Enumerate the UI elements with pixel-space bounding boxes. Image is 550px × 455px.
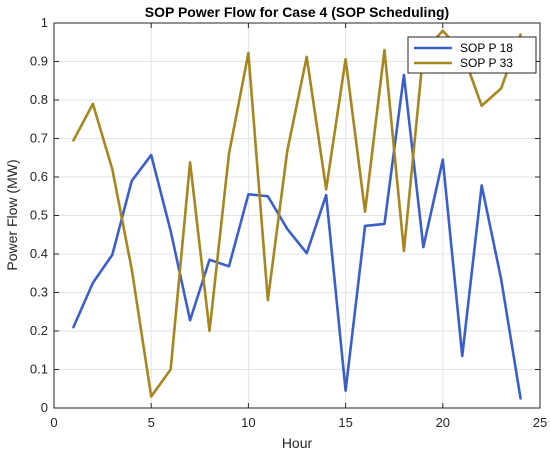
y-tick-label: 0.2 bbox=[30, 323, 48, 338]
axis-ticks: 0 5 10 15 20 25 0 0.1 0.2 0.3 0.4 0.5 0.6 0.7 0.8 0.9 1 bbox=[30, 15, 547, 430]
y-tick-label: 0.7 bbox=[30, 131, 48, 146]
legend-box bbox=[407, 36, 537, 74]
x-tick-label: 10 bbox=[241, 415, 255, 430]
x-tick-label: 25 bbox=[533, 415, 547, 430]
y-tick-label: 0.9 bbox=[30, 54, 48, 69]
series-line-2 bbox=[72, 29, 522, 398]
x-tick-label: 0 bbox=[50, 415, 57, 430]
x-tick-label: 20 bbox=[436, 415, 450, 430]
series-line-1 bbox=[72, 73, 522, 400]
y-tick-label: 0.4 bbox=[30, 246, 48, 261]
y-tick-label: 0.3 bbox=[30, 285, 48, 300]
x-axis-label: Hour bbox=[282, 435, 313, 451]
series-lines bbox=[72, 29, 522, 400]
y-tick-label: 1 bbox=[41, 15, 48, 30]
y-axis-label: Power Flow (MW) bbox=[4, 159, 20, 270]
y-tick-label: 0.6 bbox=[30, 169, 48, 184]
y-tick-label: 0 bbox=[41, 400, 48, 415]
y-tick-label: 0.1 bbox=[30, 362, 48, 377]
chart-title: SOP Power Flow for Case 4 (SOP Schedulin… bbox=[145, 4, 449, 20]
y-tick-label: 0.8 bbox=[30, 92, 48, 107]
x-tick-label: 5 bbox=[148, 415, 155, 430]
legend-label: SOP P 18 bbox=[460, 41, 513, 55]
y-tick-label: 0.5 bbox=[30, 208, 48, 223]
legend-label: SOP P 33 bbox=[460, 56, 513, 70]
x-tick-label: 15 bbox=[338, 415, 352, 430]
